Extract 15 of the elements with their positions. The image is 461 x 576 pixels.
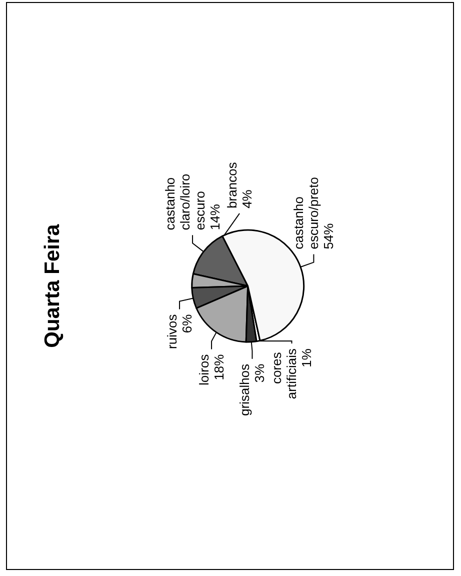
slice-label: ruivos xyxy=(164,314,180,349)
slice-label: brancos xyxy=(224,162,240,208)
slice-label: loiros xyxy=(196,354,212,386)
data-label: 14% xyxy=(208,204,223,230)
slice-label: castanho claro/loiro escuro xyxy=(162,170,208,230)
slice-label: grisalhos xyxy=(237,363,252,416)
data-label: 4% xyxy=(240,189,255,208)
text: Quarta Feira xyxy=(41,224,64,348)
data-label: 18% xyxy=(212,354,227,380)
slice-label: castanho escuro/preto xyxy=(291,177,322,250)
data-label: 6% xyxy=(180,314,195,334)
slice-label: cores artificiais xyxy=(269,348,300,400)
data-label: 54% xyxy=(321,222,336,250)
data-label: 3% xyxy=(252,363,268,383)
data-label: 1% xyxy=(299,348,314,368)
